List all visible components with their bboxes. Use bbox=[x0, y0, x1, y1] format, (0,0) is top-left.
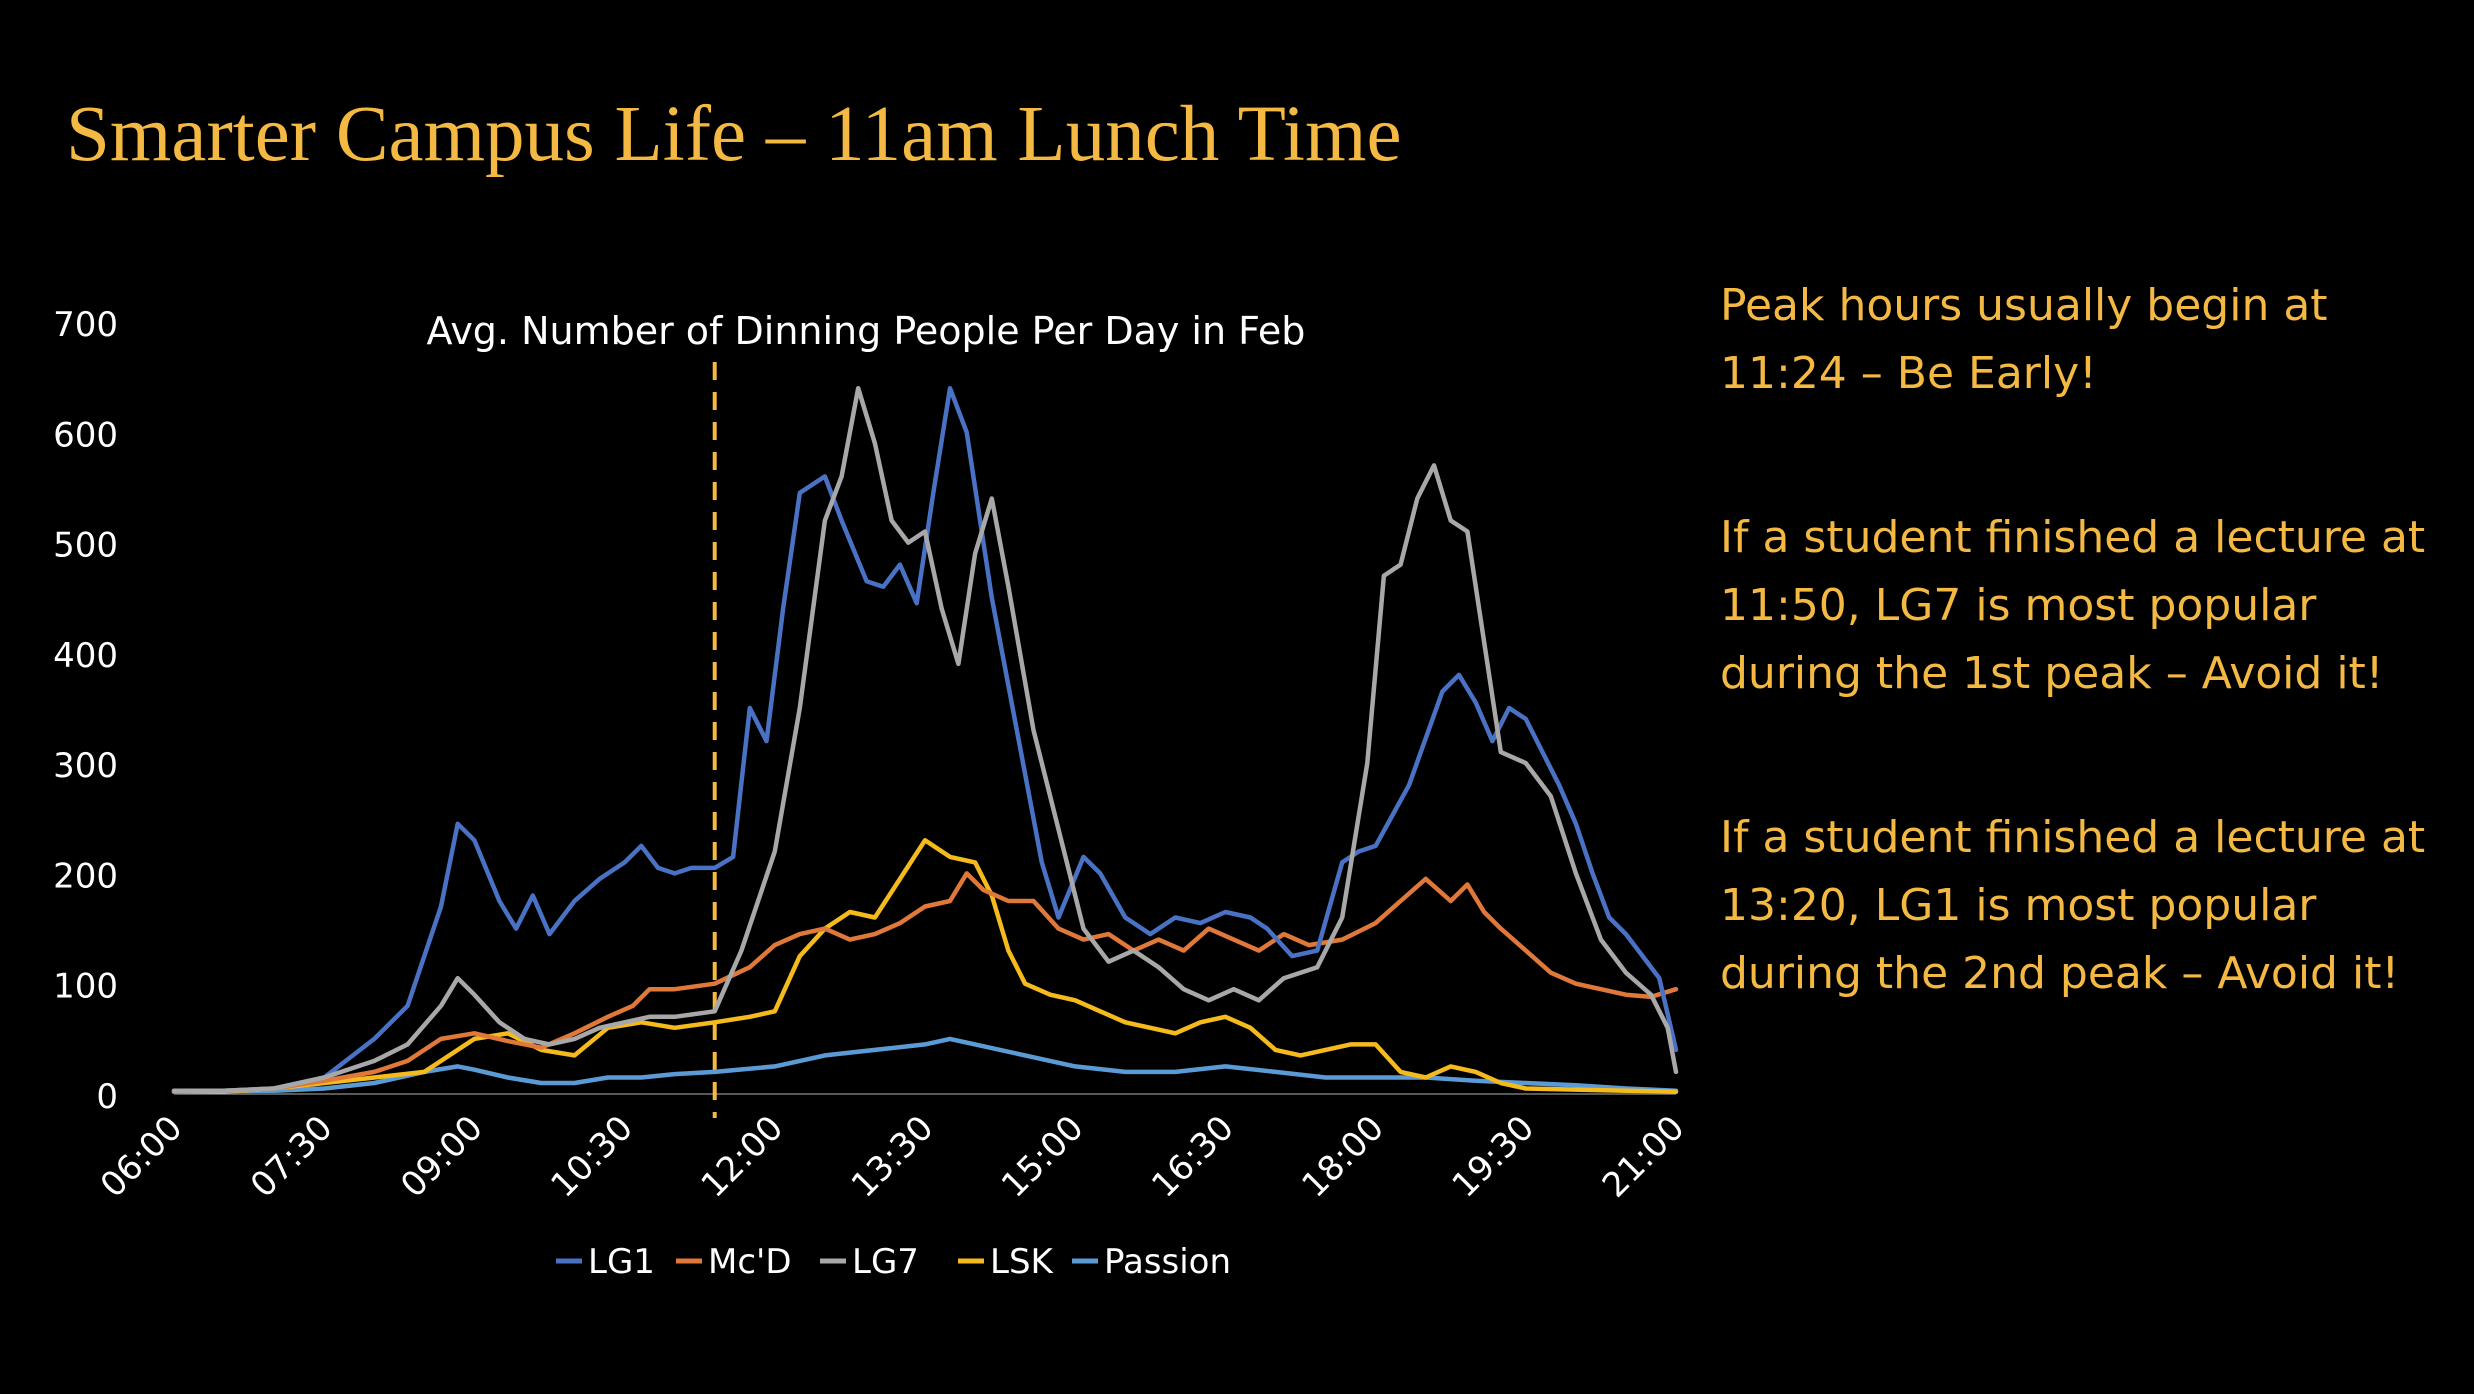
x-tick-label: 18:00 bbox=[1294, 1108, 1392, 1206]
legend-label: Passion bbox=[1104, 1242, 1231, 1282]
series-line-passion bbox=[171, 1036, 1679, 1095]
y-tick-label: 200 bbox=[53, 856, 118, 896]
x-tick-label: 16:30 bbox=[1144, 1108, 1242, 1206]
legend-label: LG7 bbox=[852, 1242, 919, 1282]
x-tick-label: 13:30 bbox=[844, 1108, 942, 1206]
y-tick-label: 100 bbox=[53, 967, 118, 1007]
chart-title: Avg. Number of Dinning People Per Day in… bbox=[427, 309, 1306, 353]
note-line: during the 2nd peak – Avoid it! bbox=[1720, 948, 2400, 999]
note-2: If a student finished a lecture at 11:50,… bbox=[1720, 504, 2460, 708]
y-tick-label: 0 bbox=[96, 1077, 118, 1117]
note-line: 13:20, LG1 is most popular bbox=[1720, 880, 2317, 931]
series-group bbox=[171, 385, 1679, 1095]
legend-label: LG1 bbox=[588, 1242, 655, 1282]
y-tick-label: 600 bbox=[53, 415, 118, 455]
series-line-mcd bbox=[171, 871, 1679, 1095]
y-tick-label: 700 bbox=[53, 305, 118, 345]
y-tick-label: 400 bbox=[53, 636, 118, 676]
y-tick-label: 300 bbox=[53, 746, 118, 786]
note-line: 11:24 – Be Early! bbox=[1720, 348, 2097, 399]
slide-title: Smarter Campus Life – 11am Lunch Time bbox=[66, 91, 1402, 178]
series-line-lg7 bbox=[171, 385, 1679, 1093]
x-tick-label: 10:30 bbox=[543, 1108, 641, 1206]
x-tick-label: 07:30 bbox=[243, 1108, 341, 1206]
note-line: Peak hours usually begin at bbox=[1720, 280, 2328, 331]
legend-label: Mc'D bbox=[708, 1242, 792, 1282]
x-tick-label: 19:30 bbox=[1445, 1108, 1543, 1206]
series-line-lg1 bbox=[171, 385, 1679, 1093]
notes-panel: Peak hours usually begin at 11:24 – Be Ea… bbox=[1720, 272, 2460, 1104]
note-3: If a student finished a lecture at 13:20,… bbox=[1720, 804, 2460, 1008]
y-axis: 0 100 200 300 400 500 600 700 bbox=[53, 305, 118, 1117]
x-tick-label: 15:00 bbox=[994, 1108, 1092, 1206]
legend-label: LSK bbox=[990, 1242, 1055, 1282]
y-tick-label: 500 bbox=[53, 526, 118, 566]
note-line: 11:50, LG7 is most popular bbox=[1720, 580, 2317, 631]
series-line-lsk bbox=[171, 838, 1679, 1095]
x-tick-label: 09:00 bbox=[393, 1108, 491, 1206]
x-tick-label: 21:00 bbox=[1595, 1108, 1693, 1206]
note-line: If a student finished a lecture at bbox=[1720, 812, 2426, 863]
note-line: If a student finished a lecture at bbox=[1720, 512, 2426, 563]
x-tick-label: 06:00 bbox=[93, 1108, 191, 1206]
x-axis: 06:00 07:30 09:00 10:30 12:00 13:30 15:00 16:30… bbox=[93, 1108, 1693, 1206]
legend: LG1 Mc'D LG7 LSK Passion bbox=[556, 1242, 1231, 1282]
note-line: during the 1st peak – Avoid it! bbox=[1720, 648, 2384, 699]
x-tick-label: 12:00 bbox=[694, 1108, 792, 1206]
note-1: Peak hours usually begin at 11:24 – Be Ea… bbox=[1720, 272, 2460, 408]
